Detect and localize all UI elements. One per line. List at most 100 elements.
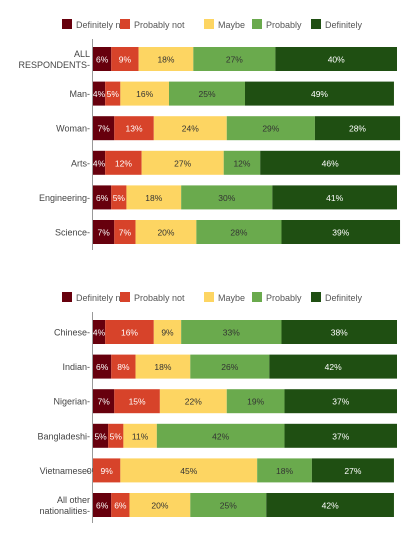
bar-segment bbox=[181, 320, 282, 344]
bar-segment bbox=[169, 81, 245, 106]
bar-segment bbox=[181, 185, 273, 210]
bar-segment bbox=[311, 458, 394, 483]
data-label: 27% bbox=[226, 55, 243, 65]
bar-segment bbox=[93, 220, 115, 244]
data-label: 49% bbox=[311, 89, 328, 99]
legend-label: Definitely bbox=[325, 20, 363, 30]
chart-2: Definitely not Probably not Maybe Probably D… bbox=[37, 292, 397, 523]
data-label: 6% bbox=[114, 501, 127, 511]
category-label: Chinese- bbox=[54, 328, 90, 338]
bar-segment bbox=[93, 493, 112, 517]
bar-segment bbox=[281, 220, 401, 244]
legend-label: Maybe bbox=[218, 293, 245, 303]
bar-segment bbox=[93, 150, 106, 175]
bar-segment bbox=[105, 320, 154, 344]
bar-segment bbox=[93, 81, 106, 106]
bar-segment bbox=[156, 423, 285, 448]
bar-segment bbox=[135, 354, 191, 379]
data-label: 16% bbox=[121, 328, 138, 338]
data-label: 6% bbox=[96, 55, 109, 65]
bar-segment bbox=[105, 81, 121, 106]
legend-swatch bbox=[311, 19, 321, 29]
bar-segment bbox=[281, 320, 397, 344]
data-label: 12% bbox=[233, 158, 250, 168]
bar-segment bbox=[141, 150, 224, 175]
bar-segment bbox=[272, 185, 397, 210]
data-label: 7% bbox=[97, 397, 110, 407]
category-label: Indian- bbox=[62, 362, 90, 372]
bar-segment bbox=[190, 354, 270, 379]
legend-swatch bbox=[204, 292, 214, 302]
data-label: 7% bbox=[97, 124, 110, 134]
data-label: 4% bbox=[93, 89, 106, 99]
legend-swatch bbox=[62, 19, 72, 29]
data-label: 45% bbox=[180, 466, 197, 476]
category-label: Bangladeshi- bbox=[37, 431, 90, 441]
bar-segment bbox=[257, 458, 312, 483]
category-label: nationalities- bbox=[39, 506, 90, 516]
category-label: Arts- bbox=[71, 158, 90, 168]
legend-swatch bbox=[311, 292, 321, 302]
legend-label: Definitely not bbox=[76, 293, 129, 303]
legend-label: Probably bbox=[266, 293, 302, 303]
data-label: 30% bbox=[218, 193, 235, 203]
bar-segment bbox=[153, 116, 227, 141]
bar-segment bbox=[120, 81, 169, 106]
bar-segment bbox=[126, 185, 182, 210]
data-label: 41% bbox=[326, 193, 343, 203]
data-label: 9% bbox=[101, 466, 114, 476]
data-label: 39% bbox=[332, 228, 349, 238]
data-label: 15% bbox=[129, 397, 146, 407]
bar-segment bbox=[129, 493, 191, 517]
bar-segment bbox=[223, 150, 261, 175]
data-label: 18% bbox=[145, 193, 162, 203]
data-label: 25% bbox=[198, 89, 215, 99]
category-label: ALL bbox=[74, 49, 90, 59]
legend-label: Maybe bbox=[218, 20, 245, 30]
category-label: Science- bbox=[55, 228, 90, 238]
bar-segment bbox=[114, 389, 160, 414]
bar-segment bbox=[196, 220, 282, 244]
data-label: 7% bbox=[119, 228, 132, 238]
bar-segment bbox=[93, 423, 109, 448]
bar-segment bbox=[153, 320, 182, 344]
data-label: 20% bbox=[151, 501, 168, 511]
data-label: 40% bbox=[328, 55, 345, 65]
data-label: 18% bbox=[157, 55, 174, 65]
bar-segment bbox=[226, 116, 315, 141]
bar-segment bbox=[111, 47, 139, 71]
category-label: Nigerian- bbox=[53, 397, 90, 407]
data-label: 20% bbox=[157, 228, 174, 238]
data-label: 5% bbox=[94, 431, 107, 441]
bar-segment bbox=[111, 354, 136, 379]
legend-swatch bbox=[252, 292, 262, 302]
bar-segment bbox=[266, 493, 394, 517]
legend-swatch bbox=[120, 292, 130, 302]
data-label: 11% bbox=[132, 431, 149, 441]
bar-segment bbox=[93, 320, 106, 344]
data-label: 6% bbox=[96, 362, 109, 372]
bar-segment bbox=[120, 458, 258, 483]
category-label: Man- bbox=[69, 89, 90, 99]
data-label: 18% bbox=[154, 362, 171, 372]
data-label: 5% bbox=[107, 89, 120, 99]
bar-segment bbox=[314, 116, 401, 141]
bar-segment bbox=[190, 493, 267, 517]
bar-segment bbox=[93, 185, 112, 210]
bar-segment bbox=[275, 47, 397, 71]
data-label: 4% bbox=[93, 158, 106, 168]
legend-swatch bbox=[204, 19, 214, 29]
bar-segment bbox=[108, 423, 124, 448]
bar-segment bbox=[284, 423, 397, 448]
category-label: All other bbox=[57, 495, 90, 505]
bar-segment bbox=[269, 354, 397, 379]
data-label: 42% bbox=[212, 431, 229, 441]
data-label: 5% bbox=[113, 193, 126, 203]
data-label: 42% bbox=[325, 362, 342, 372]
data-label: 29% bbox=[262, 124, 279, 134]
bar-segment bbox=[226, 389, 285, 414]
bar-segment bbox=[114, 116, 154, 141]
data-label: 28% bbox=[349, 124, 366, 134]
data-label: 37% bbox=[332, 431, 349, 441]
